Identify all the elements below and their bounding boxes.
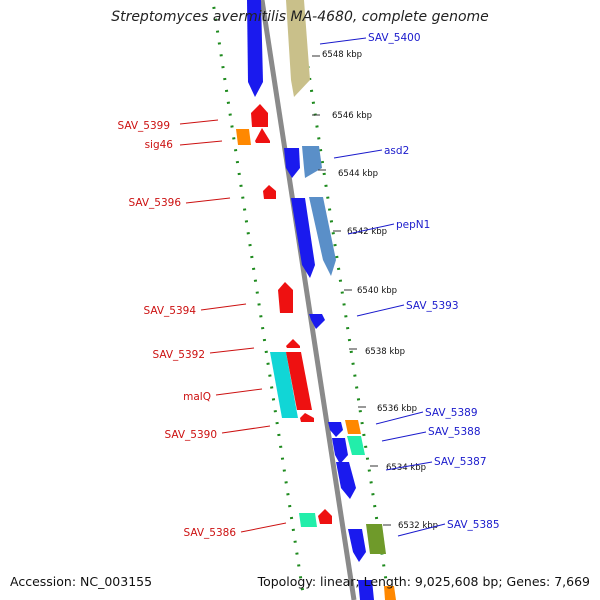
gene-arrow[interactable] (278, 282, 293, 313)
gene-arrow[interactable] (328, 422, 343, 437)
gene-labels: SAV_5399 sig46 SAV_5396 SAV_5394 SAV_5392mal… (117, 32, 499, 539)
gene-label-right[interactable]: SAV_5385 (447, 519, 500, 531)
leader-line (385, 461, 433, 471)
leader-line (347, 223, 395, 235)
leader-line (397, 523, 446, 537)
gene-label-left[interactable]: SAV_5390 (164, 429, 217, 441)
leader-line (200, 303, 247, 311)
leader-line (209, 347, 255, 354)
gene-arrow[interactable] (286, 352, 312, 410)
gene-arrow[interactable] (309, 314, 325, 329)
accession-text: Accession: NC_003155 (10, 574, 153, 589)
gene-arrow[interactable] (384, 586, 396, 600)
gene-arrow[interactable] (347, 436, 365, 455)
leader-line (375, 411, 424, 425)
gene-label-left[interactable]: SAV_5392 (152, 349, 205, 361)
tick-label: 6536 kbp (377, 404, 417, 414)
gene-label-left[interactable]: malQ (183, 391, 211, 403)
leader-line (221, 425, 271, 434)
leader-line (179, 119, 219, 125)
gene-arrow[interactable] (286, 0, 310, 97)
gene-arrow[interactable] (251, 104, 268, 127)
gene-label-right[interactable]: SAV_5400 (368, 32, 421, 44)
gene-arrow[interactable] (247, 0, 263, 97)
gene-label-right[interactable]: SAV_5393 (406, 300, 459, 312)
genome-backbone (259, 0, 357, 600)
gene-features (236, 0, 396, 600)
gene-arrow[interactable] (345, 420, 361, 434)
gene-arrow[interactable] (270, 352, 298, 418)
gene-label-right[interactable]: asd2 (384, 145, 409, 157)
gene-arrow[interactable] (336, 462, 356, 499)
gene-label-right[interactable]: SAV_5387 (434, 456, 487, 468)
leader-line (185, 197, 231, 204)
tick-label: 6544 kbp (338, 169, 378, 179)
leader-line (215, 388, 263, 396)
leader-line (179, 140, 223, 146)
gene-arrow[interactable] (255, 128, 270, 143)
gene-arrow[interactable] (236, 129, 251, 145)
gene-label-left[interactable]: SAV_5399 (117, 120, 170, 132)
gene-label-left[interactable]: SAV_5386 (183, 527, 236, 539)
gene-arrow[interactable] (284, 148, 300, 178)
gene-arrow[interactable] (300, 413, 314, 422)
gene-arrow[interactable] (358, 580, 374, 600)
gene-arrow[interactable] (299, 513, 317, 527)
gene-arrow[interactable] (366, 524, 386, 554)
tick-label: 6540 kbp (357, 286, 397, 296)
leader-line (319, 37, 367, 45)
leader-line (381, 431, 427, 442)
gene-arrow[interactable] (263, 185, 276, 199)
topology-text: Topology: linear; Length: 9,025,608 bp; … (257, 574, 590, 589)
gene-arrow[interactable] (318, 509, 332, 524)
gene-arrow[interactable] (302, 146, 322, 178)
tick-label: 6546 kbp (332, 111, 372, 121)
gene-label-right[interactable]: SAV_5388 (428, 426, 481, 438)
tick-label: 6534 kbp (386, 463, 426, 473)
gene-arrow[interactable] (348, 529, 366, 562)
leader-line (356, 304, 405, 317)
gene-label-left[interactable]: SAV_5394 (143, 305, 196, 317)
gene-arrow[interactable] (309, 197, 336, 276)
gene-label-right[interactable]: pepN1 (396, 219, 430, 231)
leader-line (333, 149, 383, 159)
gene-label-right[interactable]: SAV_5389 (425, 407, 478, 419)
tick-label: 6538 kbp (365, 347, 405, 357)
gene-arrow[interactable] (291, 198, 315, 278)
tick-label: 6548 kbp (322, 50, 362, 60)
gene-arrow[interactable] (286, 339, 300, 348)
genome-title: Streptomyces avermitilis MA-4680, comple… (111, 9, 489, 25)
gene-label-left[interactable]: sig46 (145, 139, 174, 151)
tick-label: 6542 kbp (347, 227, 387, 237)
leader-line (240, 522, 287, 533)
tick-label: 6532 kbp (398, 521, 438, 531)
guide-dots (296, 0, 391, 600)
gene-arrow[interactable] (332, 438, 348, 464)
gene-label-left[interactable]: SAV_5396 (128, 197, 181, 209)
kbp-ticks: 6548 kbp 6546 kbp 6544 kbp 6542 kbp 6540 kbp… (312, 50, 438, 531)
